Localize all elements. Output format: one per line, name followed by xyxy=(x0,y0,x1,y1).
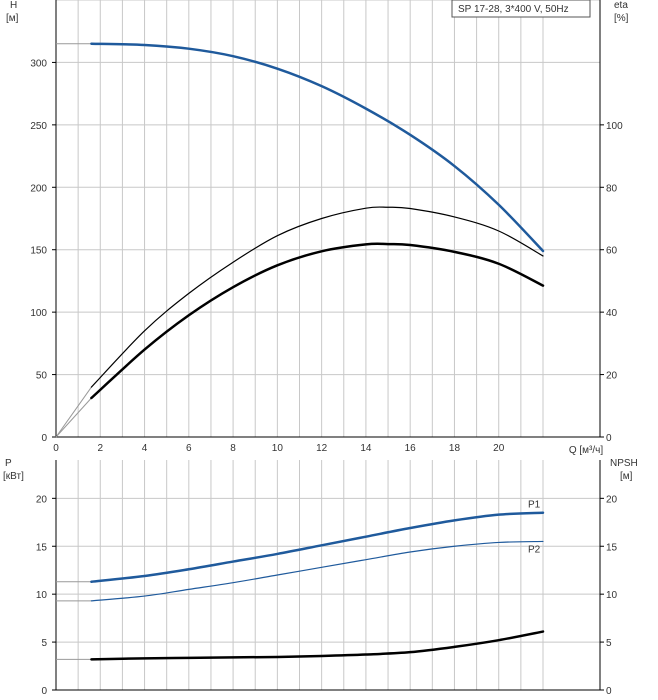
left-axis-title: H xyxy=(10,0,17,11)
right-tick-label: 20 xyxy=(606,494,618,505)
x-tick-label: 4 xyxy=(142,443,148,454)
left-tick-label: 0 xyxy=(41,433,47,444)
left-axis-title: P xyxy=(5,458,12,469)
x-tick-label: 10 xyxy=(272,443,284,454)
left-tick-label: 250 xyxy=(30,121,47,132)
chart-title: SP 17-28, 3*400 V, 50Hz xyxy=(458,4,569,15)
right-tick-label: 10 xyxy=(606,590,618,601)
right-axis-title: NPSH xyxy=(610,458,638,469)
right-tick-label: 0 xyxy=(606,686,612,697)
left-tick-label: 10 xyxy=(36,590,48,601)
left-axis-unit: [кВт] xyxy=(3,471,24,482)
right-axis-unit: [м] xyxy=(620,471,633,482)
right-tick-label: 80 xyxy=(606,183,618,194)
series-line-series-1 xyxy=(90,42,545,253)
left-tick-label: 300 xyxy=(30,58,47,69)
series-lead-in-series-2 xyxy=(55,386,92,438)
x-tick-label: 6 xyxy=(186,443,192,454)
right-tick-label: 20 xyxy=(606,371,618,382)
series-lead-in-series-3 xyxy=(55,397,92,438)
left-tick-label: 15 xyxy=(36,542,48,553)
series-label-p2: P2 xyxy=(528,544,541,555)
right-tick-label: 60 xyxy=(606,246,618,257)
left-tick-label: 150 xyxy=(30,246,47,257)
chart-panel-head-efficiency: 0 50 100 150 200 250 300 0 20 40 60 80 100 0 2 4 6 8 10 12 1… xyxy=(6,0,629,456)
chart-title-box xyxy=(451,0,591,18)
series-line-series-2 xyxy=(90,206,544,388)
x-tick-label: 16 xyxy=(405,443,417,454)
left-tick-label: 5 xyxy=(41,638,47,649)
series-line-p1 xyxy=(90,511,545,583)
left-tick-label: 200 xyxy=(30,183,47,194)
right-tick-label: 40 xyxy=(606,308,618,319)
left-tick-label: 0 xyxy=(41,686,47,697)
right-tick-label: 15 xyxy=(606,542,618,553)
x-tick-label: 12 xyxy=(316,443,328,454)
left-axis-unit: [м] xyxy=(6,13,19,24)
series-line-series-3 xyxy=(90,630,545,661)
chart-panel-power-npsh: 0 5 10 15 20 0 5 10 15 20 P [кВт] NPSH [м] P1 P2 xyxy=(3,458,638,697)
x-tick-label: 18 xyxy=(449,443,461,454)
right-axis-title: eta xyxy=(614,0,628,11)
x-tick-label: 8 xyxy=(230,443,236,454)
x-tick-label: 20 xyxy=(493,443,505,454)
right-tick-label: 5 xyxy=(606,638,612,649)
left-tick-label: 50 xyxy=(36,371,48,382)
right-tick-label: 100 xyxy=(606,121,623,132)
series-label-p1: P1 xyxy=(528,500,541,511)
x-tick-label: 0 xyxy=(53,443,59,454)
right-axis-unit: [%] xyxy=(614,13,629,24)
x-axis-label: Q [м³/ч] xyxy=(569,445,604,456)
right-tick-label: 0 xyxy=(606,433,612,444)
series-line-series-3 xyxy=(90,242,545,400)
left-tick-label: 100 xyxy=(30,308,47,319)
series-line-p2 xyxy=(90,540,544,602)
x-tick-label: 14 xyxy=(360,443,372,454)
x-tick-label: 2 xyxy=(97,443,103,454)
left-tick-label: 20 xyxy=(36,494,48,505)
